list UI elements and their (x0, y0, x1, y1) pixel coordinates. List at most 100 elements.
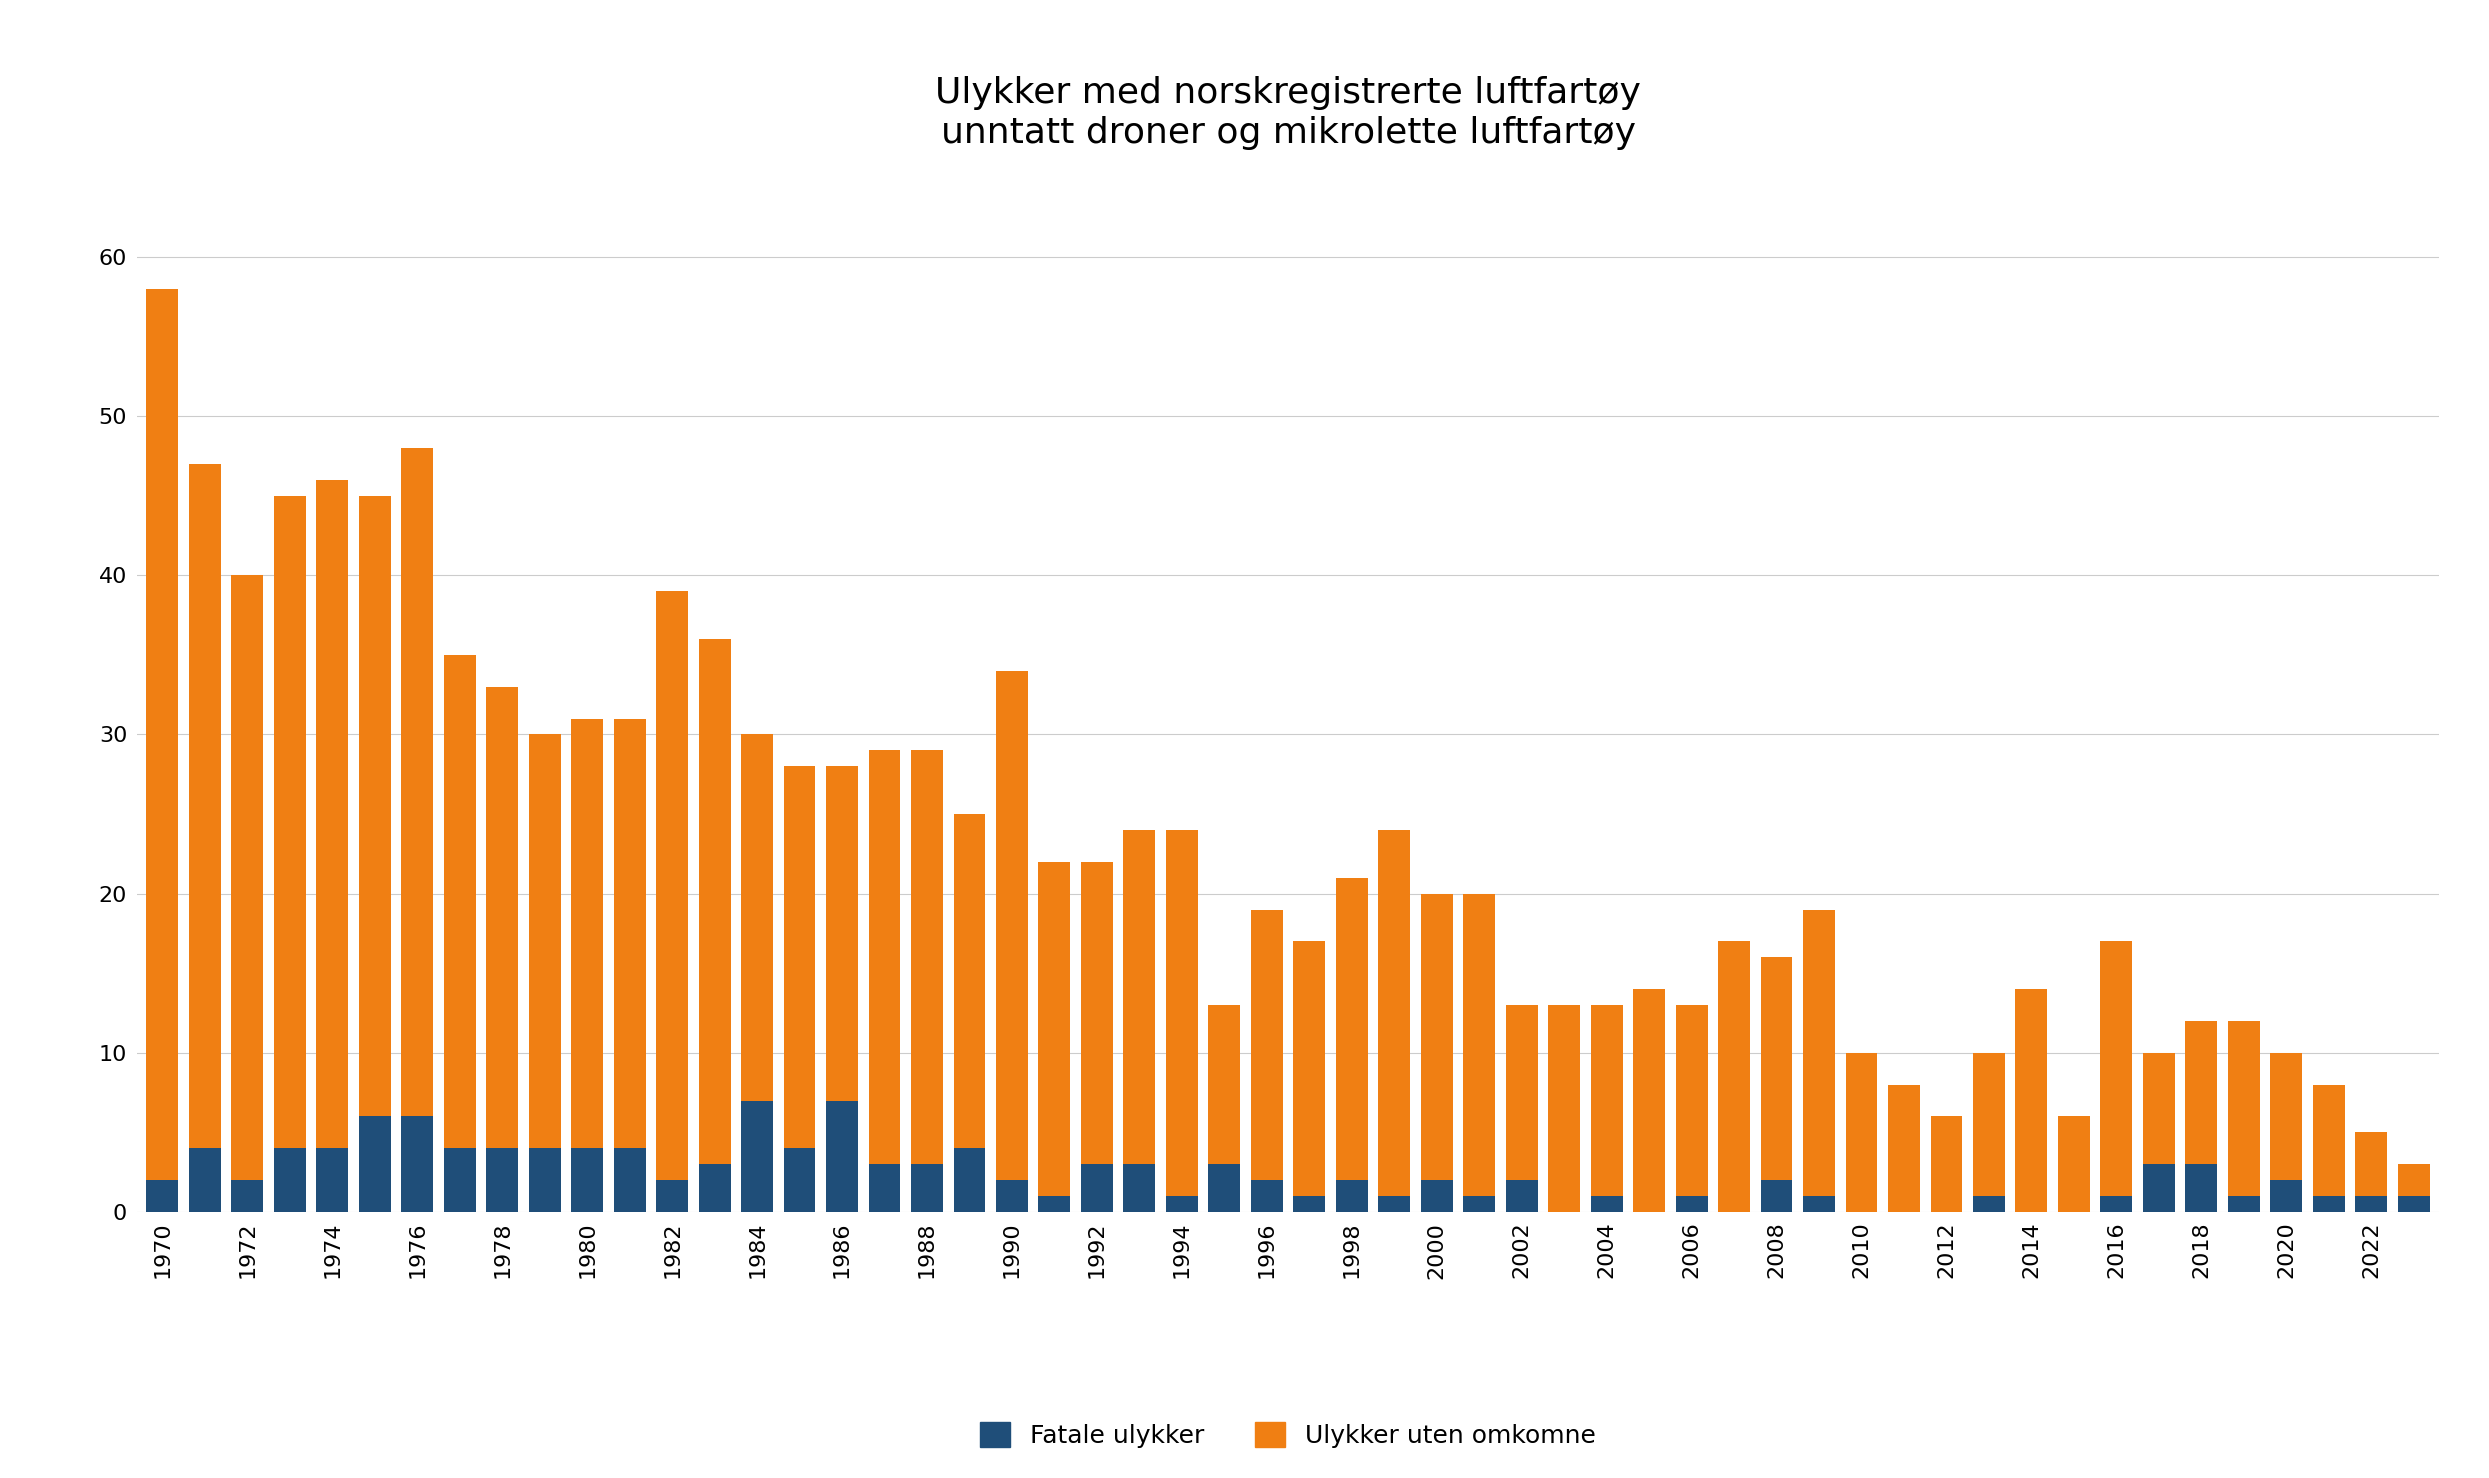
Title: Ulykker med norskregistrerte luftfartøy
unntatt droner og mikrolette luftfartøy: Ulykker med norskregistrerte luftfartøy … (936, 77, 1640, 149)
Bar (2101, 941, 2133, 1196)
Bar (911, 1165, 943, 1212)
Bar (657, 591, 687, 1179)
Bar (1337, 878, 1366, 1179)
Bar (1038, 862, 1070, 1196)
Bar (2143, 1165, 2175, 1212)
Bar (443, 655, 475, 1148)
Bar (996, 1179, 1028, 1212)
Bar (1760, 1179, 1792, 1212)
Bar (699, 1165, 732, 1212)
Bar (1379, 831, 1411, 1196)
Bar (1080, 862, 1113, 1165)
Bar (1760, 958, 1792, 1179)
Bar (1210, 1005, 1240, 1165)
Bar (189, 464, 222, 1148)
Bar (869, 1165, 901, 1212)
Bar (699, 638, 732, 1165)
Bar (231, 575, 264, 1179)
Bar (784, 1148, 816, 1212)
Bar (147, 1179, 179, 1212)
Bar (231, 1179, 264, 1212)
Bar (358, 1116, 391, 1212)
Bar (1931, 1116, 1961, 1212)
Bar (826, 1101, 859, 1212)
Bar (1633, 989, 1665, 1212)
Bar (1590, 1005, 1623, 1196)
Bar (2270, 1179, 2302, 1212)
Bar (401, 1116, 433, 1212)
Bar (2355, 1132, 2387, 1196)
Bar (1038, 1196, 1070, 1212)
Bar (1717, 941, 1750, 1212)
Bar (1165, 1196, 1197, 1212)
Legend: Fatale ulykker, Ulykker uten omkomne: Fatale ulykker, Ulykker uten omkomne (971, 1411, 1605, 1459)
Bar (657, 1179, 687, 1212)
Bar (826, 766, 859, 1101)
Bar (1464, 894, 1496, 1196)
Bar (953, 814, 986, 1148)
Bar (358, 495, 391, 1116)
Bar (443, 1148, 475, 1212)
Bar (1294, 1196, 1324, 1212)
Bar (2101, 1196, 2133, 1212)
Bar (2058, 1116, 2091, 1212)
Bar (996, 671, 1028, 1179)
Bar (485, 1148, 518, 1212)
Bar (1379, 1196, 1411, 1212)
Bar (485, 687, 518, 1148)
Bar (2397, 1196, 2429, 1212)
Bar (1337, 1179, 1366, 1212)
Bar (274, 495, 306, 1148)
Bar (2143, 1052, 2175, 1165)
Bar (147, 288, 179, 1179)
Bar (274, 1148, 306, 1212)
Bar (615, 1148, 645, 1212)
Bar (1506, 1005, 1538, 1179)
Bar (316, 1148, 348, 1212)
Bar (1675, 1196, 1707, 1212)
Bar (1974, 1196, 2004, 1212)
Bar (1506, 1179, 1538, 1212)
Bar (1123, 1165, 1155, 1212)
Bar (1548, 1005, 1581, 1212)
Bar (1675, 1005, 1707, 1196)
Bar (1974, 1052, 2004, 1196)
Bar (528, 1148, 560, 1212)
Bar (2185, 1021, 2218, 1165)
Bar (2312, 1196, 2345, 1212)
Bar (2312, 1085, 2345, 1196)
Bar (1802, 909, 1834, 1196)
Bar (1210, 1165, 1240, 1212)
Bar (615, 718, 645, 1148)
Bar (316, 480, 348, 1148)
Bar (2355, 1196, 2387, 1212)
Bar (189, 1148, 222, 1212)
Bar (1123, 831, 1155, 1165)
Bar (1802, 1196, 1834, 1212)
Bar (869, 751, 901, 1165)
Bar (911, 751, 943, 1165)
Bar (2397, 1165, 2429, 1196)
Bar (742, 735, 774, 1101)
Bar (1844, 1052, 1877, 1212)
Bar (1294, 941, 1324, 1196)
Bar (1889, 1085, 1919, 1212)
Bar (1165, 831, 1197, 1196)
Bar (742, 1101, 774, 1212)
Bar (2228, 1196, 2260, 1212)
Bar (572, 718, 602, 1148)
Bar (1421, 894, 1454, 1179)
Bar (1464, 1196, 1496, 1212)
Bar (953, 1148, 986, 1212)
Bar (528, 735, 560, 1148)
Bar (1252, 909, 1282, 1179)
Bar (2185, 1165, 2218, 1212)
Bar (572, 1148, 602, 1212)
Bar (1080, 1165, 1113, 1212)
Bar (784, 766, 816, 1148)
Bar (2016, 989, 2048, 1212)
Bar (1252, 1179, 1282, 1212)
Bar (2270, 1052, 2302, 1179)
Bar (1421, 1179, 1454, 1212)
Bar (1590, 1196, 1623, 1212)
